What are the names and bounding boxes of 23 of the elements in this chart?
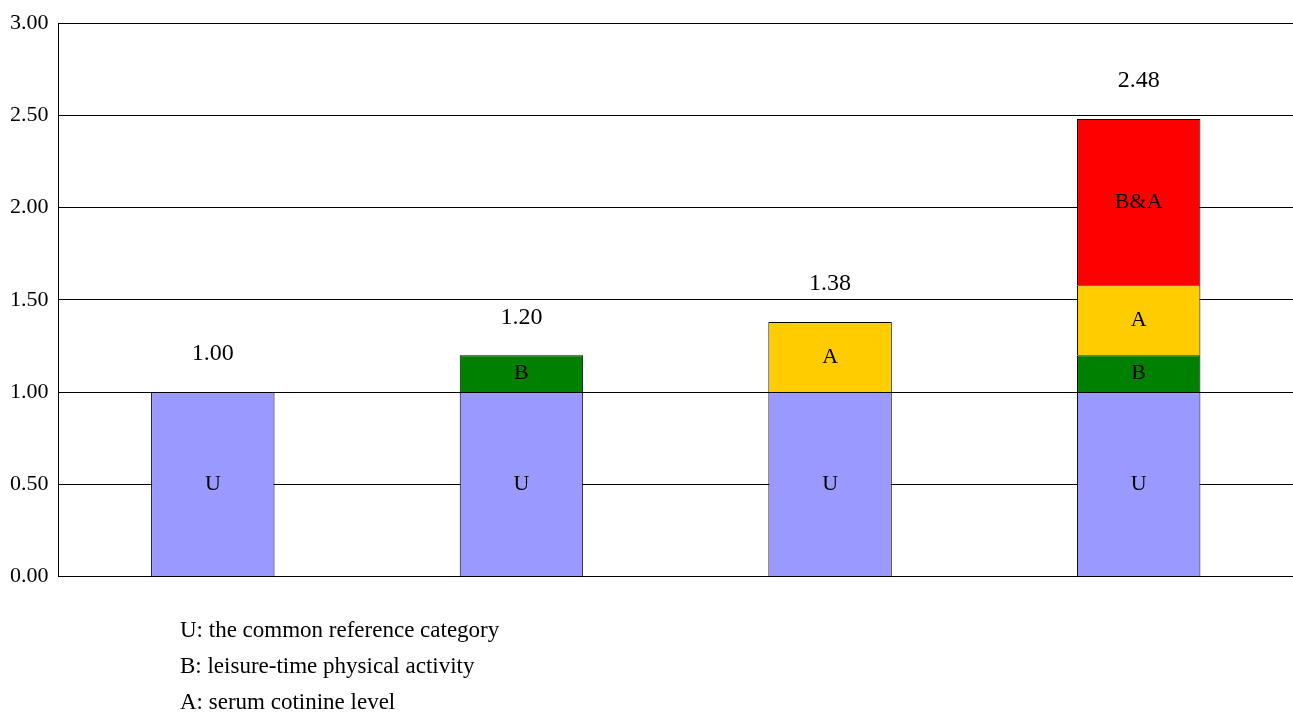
y-tick-label: 0.50 [10, 470, 49, 496]
total-label: 1.20 [500, 302, 543, 329]
total-label: 2.48 [1117, 66, 1160, 93]
text: U [1130, 469, 1147, 495]
y-tick-label: 2.00 [10, 193, 49, 219]
text: U: the common reference category [180, 616, 500, 644]
text: B: leisure-time physical activity [180, 652, 476, 680]
y-tick-label: 0.00 [10, 562, 49, 588]
series-label: B&A [1114, 187, 1163, 213]
series-label: B [514, 359, 529, 385]
series-label: A [822, 342, 839, 368]
total-label: 1.00 [191, 339, 234, 366]
y-tick-label: 2.50 [10, 101, 49, 127]
text: A: serum cotinine level [180, 688, 397, 716]
y-tick-label: 3.00 [10, 8, 49, 34]
y-tick-label: 1.00 [10, 377, 49, 403]
series-label: U [513, 469, 530, 495]
total-label: 1.38 [809, 269, 852, 296]
text: A [1130, 305, 1147, 331]
text: U [822, 469, 839, 495]
text: U [204, 469, 221, 495]
text: B [1131, 359, 1147, 385]
y-tick-label: 1.50 [10, 285, 49, 311]
